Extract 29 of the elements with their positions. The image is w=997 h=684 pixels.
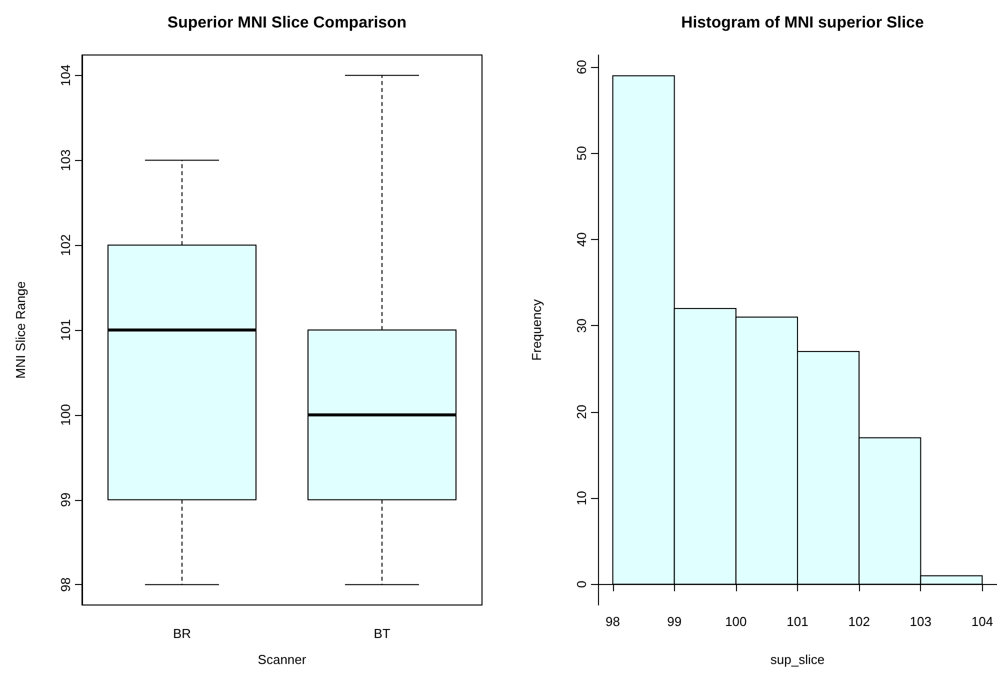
y-tick-label: 101 <box>58 319 73 341</box>
y-tick-label: 60 <box>574 60 589 74</box>
y-tick-label: 40 <box>574 232 589 247</box>
y-axis-title: Frequency <box>529 298 544 361</box>
y-tick-label: 0 <box>574 580 589 588</box>
x-tick-label: 98 <box>606 614 620 629</box>
x-tick-label: 102 <box>848 614 870 629</box>
x-tick-label: 99 <box>667 614 682 629</box>
x-tick-label: 104 <box>971 614 994 629</box>
y-tick-label: 103 <box>58 149 73 172</box>
y-tick-label: 98 <box>58 577 73 592</box>
y-tick-label: 104 <box>58 64 73 86</box>
x-tick-label: 103 <box>910 614 932 629</box>
chart-title: Histogram of MNI superior Slice <box>681 14 924 32</box>
x-tick-label: 101 <box>786 614 808 629</box>
x-axis-title: Scanner <box>258 652 307 667</box>
y-tick-label: 100 <box>58 404 73 426</box>
y-tick-label: 20 <box>574 404 589 420</box>
y-tick-label: 99 <box>58 492 73 507</box>
x-tick-label: BR <box>172 626 192 641</box>
y-tick-label: 50 <box>574 146 589 161</box>
chart-title: Superior MNI Slice Comparison <box>167 14 407 32</box>
y-tick-label: 10 <box>574 490 589 506</box>
x-axis-title: sup_slice <box>770 652 825 667</box>
x-tick-label: BT <box>374 626 390 641</box>
y-tick-label: 30 <box>574 318 589 333</box>
x-tick-label: 100 <box>725 614 747 629</box>
y-tick-label: 102 <box>58 234 73 256</box>
y-axis-title: MNI Slice Range <box>13 281 28 379</box>
